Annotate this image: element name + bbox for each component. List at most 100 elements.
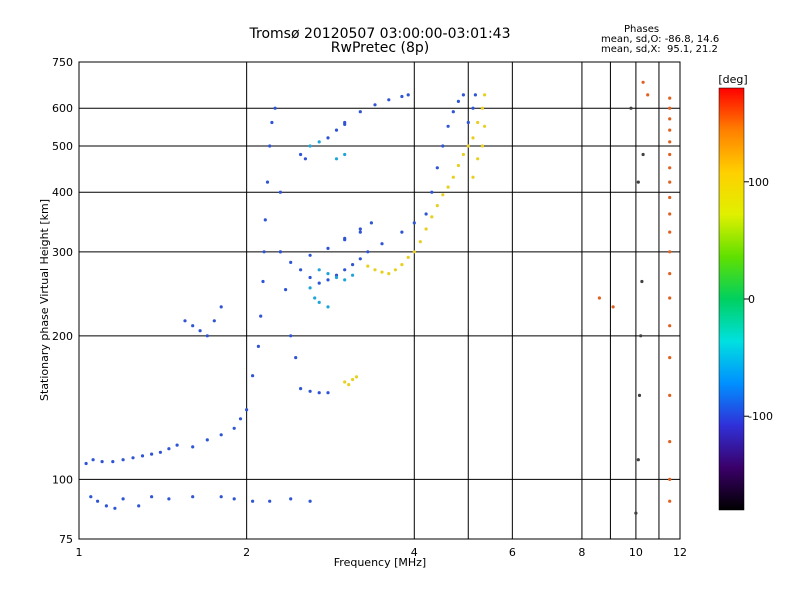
data-point: [636, 458, 640, 462]
data-point: [480, 144, 484, 148]
data-point: [461, 152, 465, 157]
data-point: [317, 268, 321, 272]
data-point: [131, 456, 135, 460]
data-point: [393, 268, 397, 272]
data-point: [251, 374, 255, 378]
data-point: [446, 185, 450, 189]
data-point: [476, 120, 480, 125]
x-tick-label: 1: [76, 546, 83, 559]
phases-heading: Phases: [624, 24, 660, 35]
data-point: [466, 120, 470, 125]
data-point: [451, 110, 455, 114]
phases-x-stats: mean, sd,X: 95.1, 21.2: [601, 44, 718, 55]
x-axis: 1 2 4 6 8 10 12: [76, 546, 688, 559]
data-point: [334, 273, 339, 277]
data-point: [646, 93, 650, 97]
data-point: [354, 375, 359, 379]
y-tick-label: 300: [52, 246, 73, 259]
data-point: [326, 246, 330, 250]
data-point: [261, 279, 265, 284]
data-point: [476, 157, 480, 161]
data-point: [299, 268, 303, 272]
data-point: [412, 221, 416, 225]
data-point: [366, 264, 370, 268]
data-point: [406, 255, 410, 259]
data-point: [358, 257, 362, 261]
data-point: [430, 215, 434, 219]
data-point: [303, 157, 307, 161]
data-point: [597, 296, 602, 300]
data-point: [334, 157, 339, 161]
y-tick-label: 600: [52, 102, 73, 115]
data-point: [294, 356, 298, 360]
colorbar: [deg] 100 0 -100: [718, 73, 773, 511]
data-point: [668, 440, 672, 444]
data-point: [471, 175, 475, 179]
x-tick-label: 10: [629, 546, 643, 559]
data-point: [343, 380, 347, 384]
y-tick-label: 200: [52, 330, 73, 343]
data-point: [299, 152, 303, 157]
data-point: [183, 319, 187, 323]
data-point: [299, 387, 303, 391]
data-point: [245, 408, 249, 412]
data-point: [668, 180, 672, 184]
data-point: [351, 263, 355, 267]
data-point: [441, 193, 445, 197]
data-point: [219, 433, 223, 437]
data-point: [137, 504, 141, 508]
data-point: [471, 106, 475, 110]
data-point: [668, 356, 672, 360]
data-point: [611, 305, 615, 309]
y-tick-label: 75: [59, 533, 73, 546]
colorbar-label: [deg]: [718, 73, 747, 86]
data-point: [400, 94, 404, 99]
data-point: [308, 286, 312, 290]
data-point: [198, 329, 202, 333]
data-point: [158, 450, 162, 454]
phases-o-stats: mean, sd,O: -86.8, 14.6: [601, 34, 720, 45]
data-point: [89, 495, 93, 499]
data-point: [668, 477, 672, 481]
data-point: [387, 98, 391, 102]
plot-grid: [79, 62, 680, 539]
data-point: [167, 497, 171, 501]
x-tick-label: 6: [509, 546, 516, 559]
data-point: [308, 499, 312, 503]
data-point: [358, 110, 362, 114]
data-point: [483, 124, 487, 128]
data-point: [212, 319, 216, 323]
colorbar-gradient: [718, 87, 745, 511]
data-point: [343, 152, 347, 157]
plot-points: [84, 80, 672, 515]
data-point: [400, 263, 404, 267]
x-tick-label: 4: [411, 546, 418, 559]
data-point: [343, 238, 347, 242]
data-point: [334, 275, 339, 280]
data-point: [219, 305, 223, 309]
y-axis-label: Stationary phase Virtual Height [km]: [38, 199, 51, 401]
data-point: [205, 438, 209, 442]
data-point: [343, 278, 347, 282]
data-point: [262, 250, 266, 254]
plot-frame: [78, 61, 681, 540]
x-tick-label: 2: [243, 546, 250, 559]
data-point: [317, 391, 321, 395]
data-point: [326, 278, 330, 282]
data-point: [284, 288, 288, 292]
y-tick-label: 100: [52, 473, 73, 486]
data-point: [441, 144, 445, 148]
data-point: [121, 497, 125, 501]
data-point: [369, 221, 373, 225]
data-point: [668, 393, 672, 397]
data-point: [219, 495, 223, 499]
y-tick-label: 500: [52, 140, 73, 153]
data-point: [358, 227, 362, 231]
data-point: [435, 166, 439, 170]
data-point: [84, 461, 88, 466]
data-point: [313, 296, 317, 300]
data-point: [640, 279, 644, 284]
data-point: [461, 93, 465, 97]
data-point: [668, 140, 672, 144]
